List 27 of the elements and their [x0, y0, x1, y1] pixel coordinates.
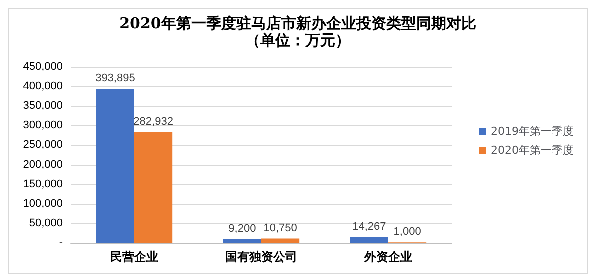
y-tick-label: 250,000 [23, 139, 63, 152]
y-tick-label: 450,000 [23, 61, 63, 73]
bar [223, 239, 262, 243]
x-tick-label: 民营企业 [110, 250, 158, 264]
legend-label: 2019年第一季度 [491, 125, 574, 138]
y-tick-label: 300,000 [23, 120, 63, 132]
y-tick-label: 350,000 [23, 100, 63, 112]
legend-label: 2020年第一季度 [491, 144, 574, 157]
y-tick-label: 100,000 [23, 198, 63, 210]
data-label: 1,000 [394, 226, 422, 238]
data-label: 9,200 [228, 222, 256, 235]
bar [96, 88, 134, 243]
y-tick-label: 200,000 [23, 158, 63, 171]
x-tick-label: 国有独资公司 [226, 250, 298, 264]
data-label: 14,267 [352, 220, 386, 233]
bar [134, 132, 173, 243]
y-tick-label: 150,000 [23, 178, 63, 190]
chart-title: 2020年第一季度驻马店市新办企业投资类型同期对比 [120, 14, 476, 32]
x-tick-label: 外资企业 [364, 250, 412, 264]
y-tick-label: - [59, 237, 64, 249]
y-tick-label: 50,000 [29, 217, 63, 230]
bar [262, 238, 300, 243]
data-label: 393,895 [96, 72, 136, 84]
data-label: 10,750 [264, 222, 298, 234]
y-tick-label: 400,000 [23, 80, 63, 93]
chart-subtitle: （单位：万元） [246, 32, 350, 50]
bar [350, 237, 388, 243]
